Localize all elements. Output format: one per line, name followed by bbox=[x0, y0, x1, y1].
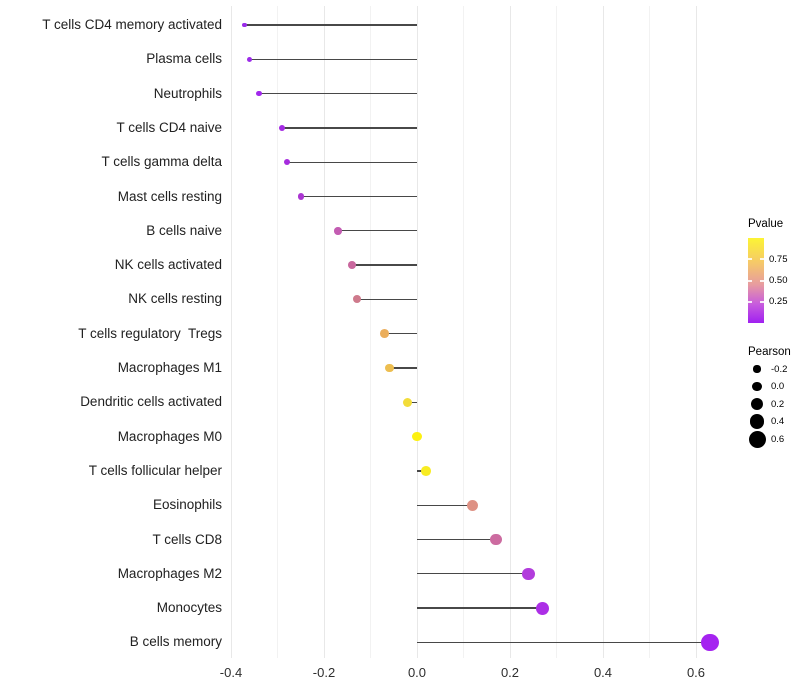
pearson-legend-label: 0.6 bbox=[771, 433, 785, 445]
lollipop-dot bbox=[279, 124, 286, 131]
lollipop-dot bbox=[352, 295, 361, 304]
pearson-legend-dot bbox=[750, 397, 763, 410]
pearson-legend-dot bbox=[753, 365, 761, 373]
colorbar-tick-mark bbox=[748, 279, 752, 282]
lollipop-stem bbox=[407, 401, 417, 403]
colorbar-tick-mark bbox=[760, 300, 764, 303]
category-label: Monocytes bbox=[156, 600, 222, 616]
x-tick-label: -0.2 bbox=[312, 665, 336, 680]
lollipop-stem bbox=[249, 58, 417, 60]
lollipop-dot bbox=[467, 499, 479, 511]
category-label: Neutrophils bbox=[153, 85, 222, 101]
gridline bbox=[509, 6, 511, 658]
pvalue-tick-label: 0.50 bbox=[769, 275, 788, 286]
colorbar-tick-mark bbox=[748, 300, 752, 303]
lollipop-dot bbox=[412, 431, 422, 442]
gridline bbox=[416, 6, 418, 658]
category-label: Macrophages M1 bbox=[117, 360, 222, 375]
pearson-legend-label: 0.2 bbox=[771, 398, 785, 410]
lollipop-stem bbox=[417, 607, 543, 609]
lollipop-stem bbox=[389, 367, 417, 369]
category-label: NK cells activated bbox=[114, 257, 222, 273]
gridline bbox=[230, 6, 232, 658]
category-label: T cells gamma delta bbox=[101, 154, 222, 170]
gridline bbox=[602, 6, 604, 658]
x-tick-label: 0.4 bbox=[593, 665, 613, 680]
lollipop-dot bbox=[490, 533, 502, 546]
pvalue-legend-title: Pvalue bbox=[748, 218, 784, 230]
lollipop-dot bbox=[347, 261, 356, 269]
pearson-legend-title: Pearson bbox=[748, 346, 791, 358]
category-label: Macrophages M2 bbox=[117, 565, 222, 581]
gridline bbox=[277, 6, 278, 658]
lollipop-dot bbox=[421, 465, 432, 476]
gridline bbox=[695, 6, 697, 658]
x-tick-label: 0.6 bbox=[686, 665, 706, 680]
category-label: Eosinophils bbox=[152, 497, 222, 513]
gridline bbox=[370, 6, 371, 658]
gridline bbox=[463, 6, 464, 658]
pearson-legend-label: 0.0 bbox=[771, 381, 785, 392]
lollipop-stem bbox=[384, 333, 417, 335]
lollipop-stem bbox=[300, 195, 417, 198]
lollipop-stem bbox=[417, 573, 529, 575]
colorbar-tick-mark bbox=[760, 258, 764, 261]
lollipop-stem bbox=[417, 538, 497, 541]
colorbar-tick-mark bbox=[760, 279, 764, 282]
pearson-legend-dot bbox=[749, 414, 765, 429]
lollipop-dot bbox=[256, 90, 262, 97]
category-label: Macrophages M0 bbox=[117, 428, 222, 444]
category-label: Dendritic cells activated bbox=[80, 394, 222, 410]
lollipop-dot bbox=[522, 567, 535, 581]
category-label: Plasma cells bbox=[146, 51, 222, 67]
lollipop-stem bbox=[356, 298, 417, 301]
lollipop-stem bbox=[244, 24, 417, 26]
pvalue-tick-label: 0.25 bbox=[769, 296, 788, 308]
lollipop-stem bbox=[337, 230, 417, 232]
lollipop-dot bbox=[384, 363, 394, 373]
gridline bbox=[649, 6, 650, 658]
category-label: T cells regulatory Tregs bbox=[78, 325, 222, 341]
category-label: B cells naive bbox=[146, 222, 222, 238]
lollipop-stem bbox=[258, 92, 417, 95]
pearson-legend-dot bbox=[752, 381, 762, 392]
category-label: T cells CD4 naive bbox=[116, 119, 222, 135]
lollipop-stem bbox=[286, 161, 417, 163]
gridline bbox=[556, 6, 557, 658]
category-label: B cells memory bbox=[129, 634, 222, 650]
category-label: T cells follicular helper bbox=[88, 462, 222, 478]
lollipop-dot bbox=[247, 56, 253, 62]
x-tick-label: 0.2 bbox=[500, 665, 520, 680]
gridline bbox=[323, 6, 325, 658]
lollipop-dot bbox=[403, 397, 413, 407]
category-label: T cells CD8 bbox=[152, 531, 222, 547]
pearson-legend-dot bbox=[748, 430, 766, 448]
lollipop-dot bbox=[334, 227, 342, 235]
lollipop-stem bbox=[282, 127, 417, 129]
lollipop-dot bbox=[380, 329, 389, 339]
lollipop-dot bbox=[283, 159, 290, 166]
lollipop-dot bbox=[242, 22, 248, 28]
lollipop-dot bbox=[701, 633, 719, 652]
pvalue-tick-label: 0.75 bbox=[769, 253, 788, 265]
lollipop-dot bbox=[297, 193, 304, 200]
pearson-legend-label: -0.2 bbox=[771, 363, 788, 375]
lollipop-dot bbox=[536, 601, 549, 615]
lollipop-stem bbox=[417, 641, 710, 644]
x-tick-label: 0.0 bbox=[407, 665, 427, 680]
x-tick-label: -0.4 bbox=[219, 665, 243, 680]
lollipop-stem bbox=[351, 264, 417, 266]
category-label: NK cells resting bbox=[128, 291, 222, 307]
colorbar-tick-mark bbox=[748, 258, 752, 261]
category-label: T cells CD4 memory activated bbox=[42, 17, 222, 32]
lollipop-stem bbox=[417, 504, 473, 506]
pearson-legend-label: 0.4 bbox=[771, 416, 785, 427]
category-label: Mast cells resting bbox=[117, 188, 222, 204]
